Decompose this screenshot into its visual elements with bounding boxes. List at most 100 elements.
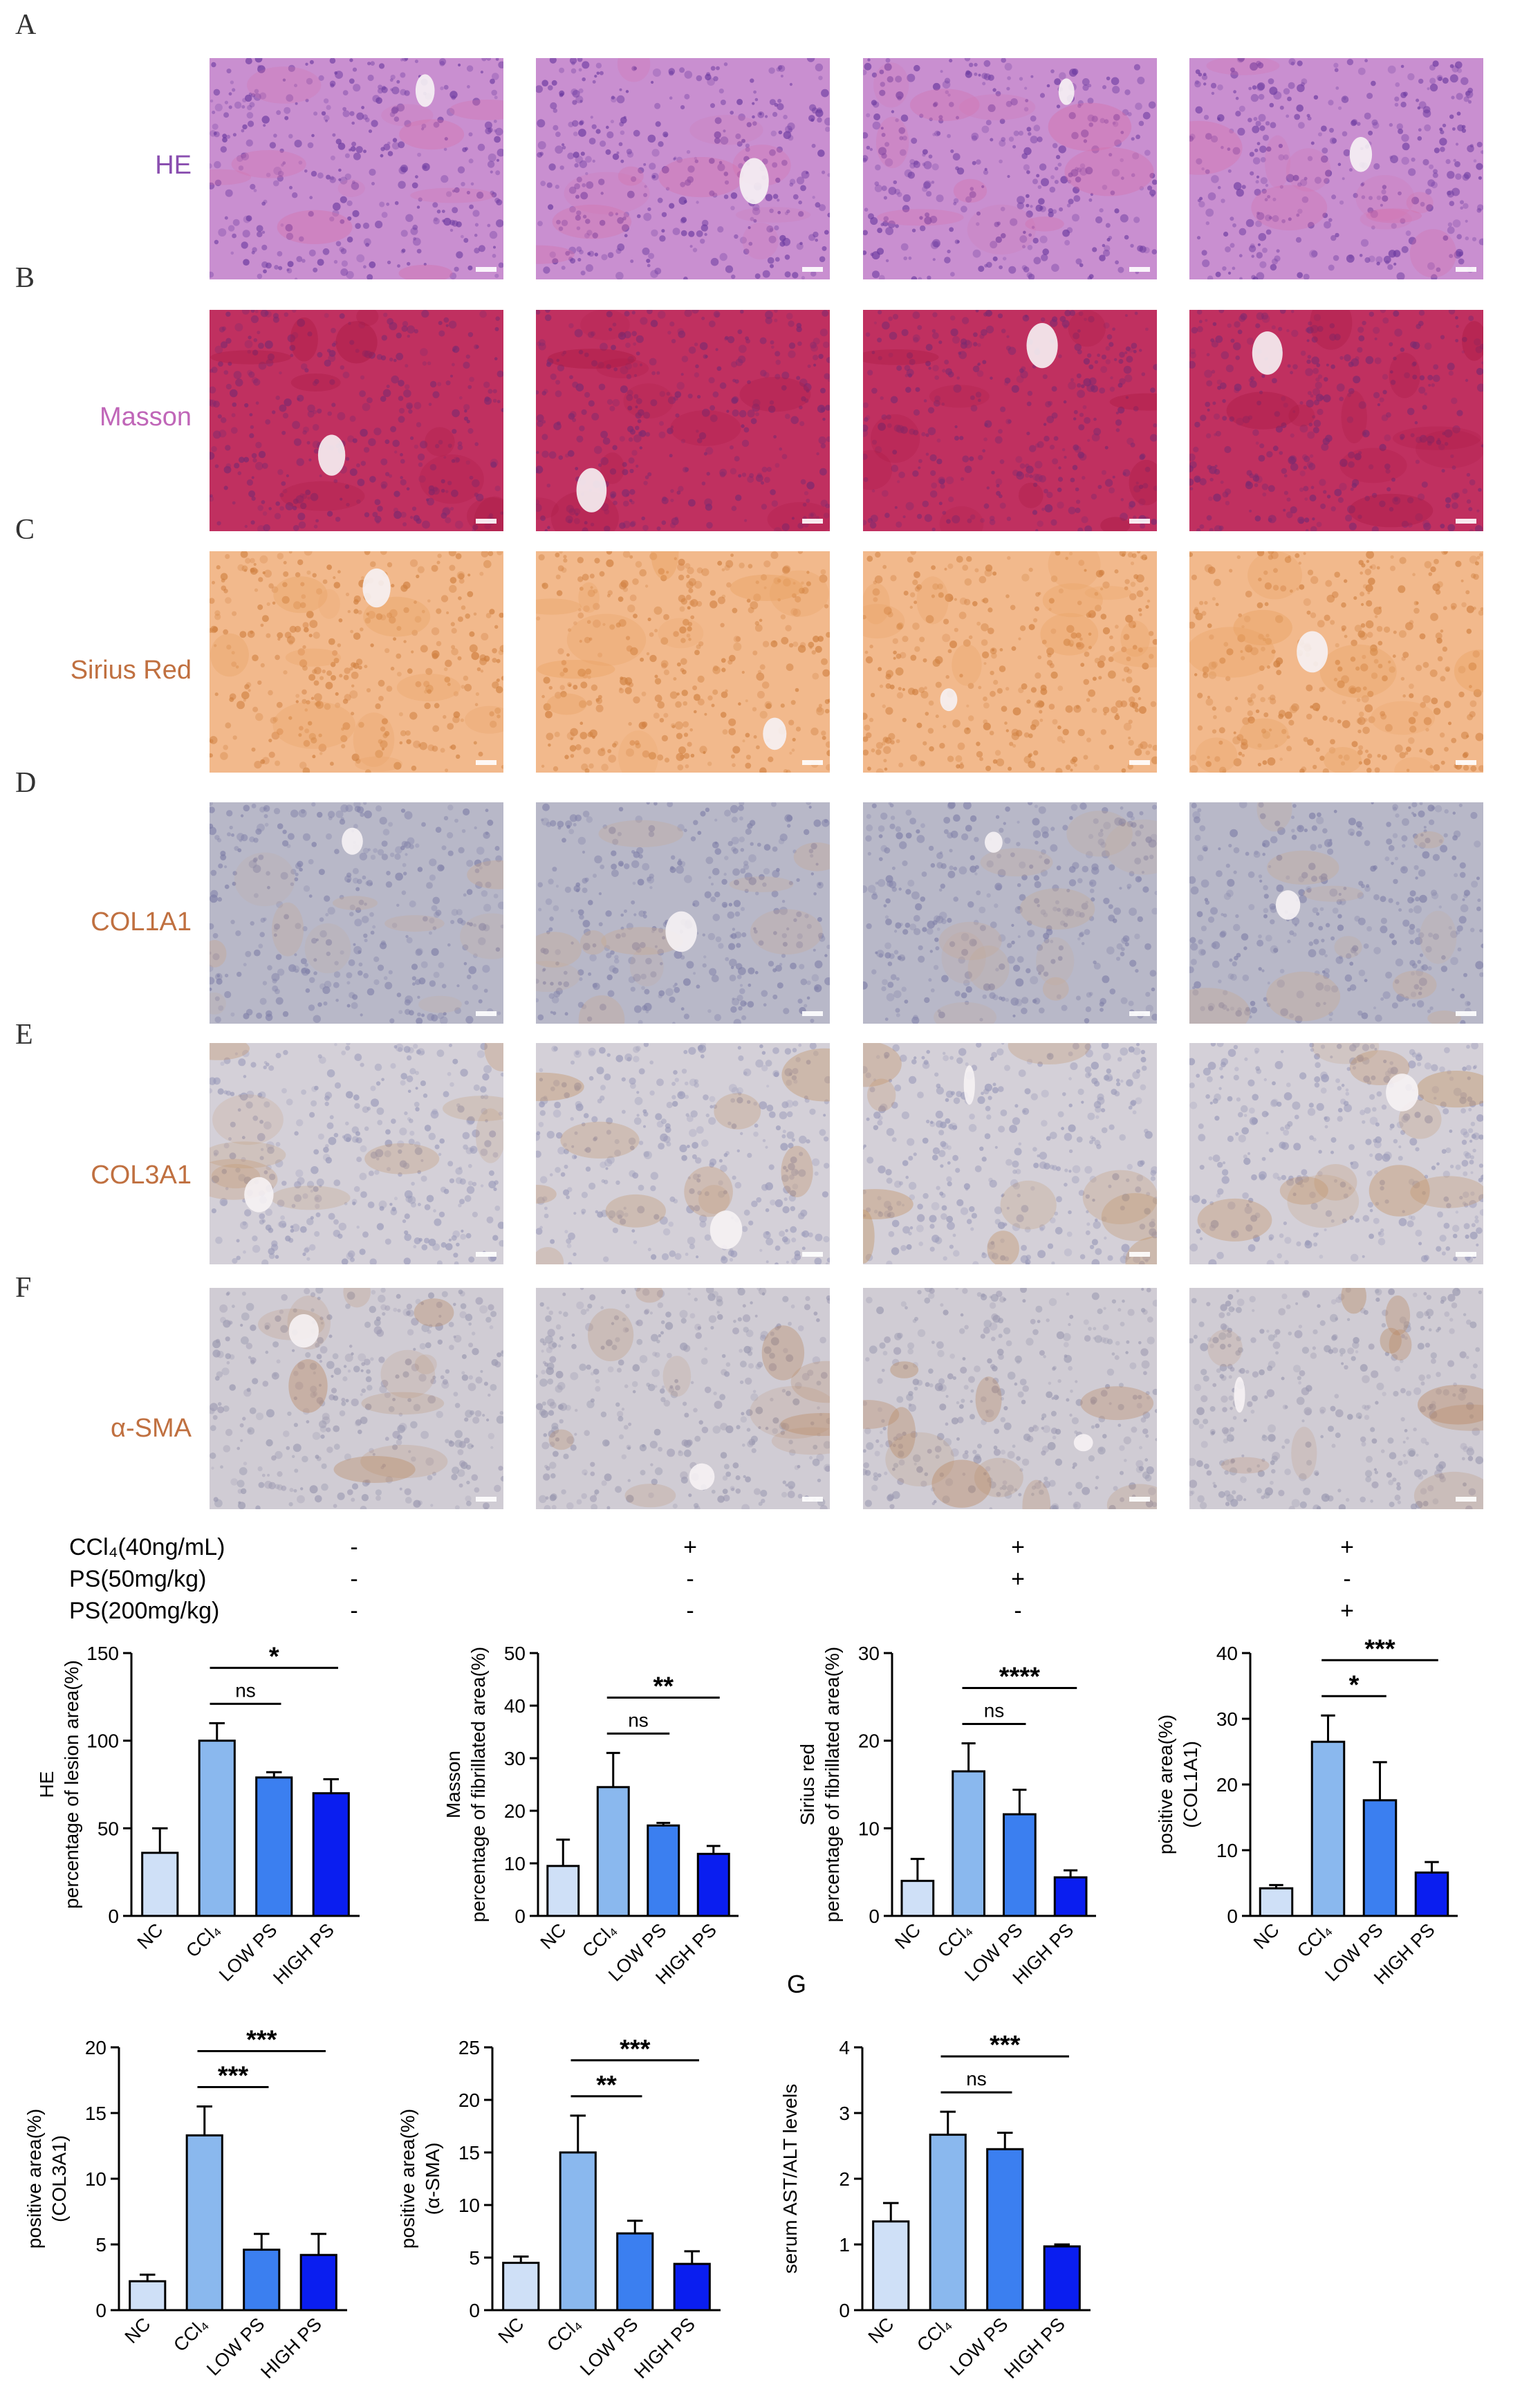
stain-label-masson: Masson — [99, 403, 192, 432]
condition-mark: + — [1340, 1598, 1354, 1624]
micrograph-sirius-red-4 — [1189, 551, 1483, 773]
bar-ccl- — [952, 1770, 985, 1917]
micrograph-he-4 — [1189, 58, 1483, 279]
y-tick-label: 20 — [1216, 1774, 1238, 1796]
x-tick-label: CCl₄ — [913, 2314, 955, 2356]
stain-label-asma: α-SMA — [111, 1414, 192, 1443]
y-tick-label: 3 — [839, 2103, 850, 2124]
bar-high-ps — [312, 1792, 350, 1917]
significance-label: *** — [246, 2026, 277, 2055]
y-tick-label: 10 — [458, 2195, 480, 2216]
significance-label: ** — [596, 2071, 617, 2100]
micrograph-col3a1-4 — [1189, 1043, 1483, 1264]
significance-label: * — [269, 1642, 279, 1671]
y-tick-label: 30 — [1216, 1708, 1238, 1730]
y-tick-label: 40 — [504, 1695, 526, 1717]
condition-mark: + — [1011, 1534, 1025, 1560]
condition-mark: + — [1011, 1566, 1025, 1592]
x-tick-label: HIGH PS — [1000, 2314, 1069, 2383]
y-tick-label: 2 — [839, 2168, 850, 2190]
micrograph-masson-2 — [536, 310, 830, 531]
y-tick-label: 10 — [85, 2168, 106, 2190]
micrograph--sma-2 — [536, 1288, 830, 1509]
micrograph-masson-3 — [863, 310, 1157, 531]
micrograph-col3a1-2 — [536, 1043, 830, 1264]
y-axis-label: Sirius red — [797, 1744, 818, 1825]
y-axis-label: positive area(%) — [397, 2109, 418, 2249]
condition-label-ps200: PS(200mg/kg) — [69, 1598, 220, 1624]
y-tick-label: 50 — [504, 1643, 526, 1664]
bar-low-ps — [616, 2232, 654, 2312]
panel-letter-b: B — [15, 262, 35, 294]
bar-low-ps — [1003, 1813, 1037, 1917]
y-tick-label: 0 — [869, 1906, 880, 1927]
y-tick-label: 20 — [85, 2037, 106, 2058]
significance-label: *** — [1364, 1634, 1395, 1663]
condition-mark: + — [1340, 1534, 1354, 1560]
y-tick-label: 0 — [108, 1906, 119, 1927]
y-tick-label: 15 — [85, 2103, 106, 2124]
stain-label-col3a1: COL3A1 — [91, 1161, 192, 1190]
bar-nc — [1259, 1887, 1294, 1917]
y-tick-label: 0 — [469, 2300, 480, 2321]
y-axis-label: serum AST/ALT levels — [779, 2084, 801, 2273]
x-tick-label: NC — [864, 2314, 898, 2348]
y-tick-label: 25 — [458, 2037, 480, 2058]
significance-label: ns — [984, 1699, 1005, 1721]
condition-mark: - — [1014, 1598, 1022, 1624]
micrograph-he-1 — [210, 58, 503, 279]
condition-mark: - — [350, 1534, 358, 1560]
condition-mark: + — [683, 1534, 697, 1560]
y-tick-label: 15 — [458, 2142, 480, 2164]
y-axis-label: percentage of fibrillated area(%) — [467, 1647, 489, 1922]
y-axis-label: positive area(%) — [1155, 1715, 1176, 1854]
significance-label: *** — [620, 2035, 651, 2064]
bar-low-ps — [986, 2148, 1024, 2312]
condition-mark: - — [350, 1598, 358, 1624]
micrograph-col3a1-3 — [863, 1043, 1157, 1264]
micrograph-sirius-red-1 — [210, 551, 503, 773]
panel-letter-d: D — [15, 767, 37, 799]
bar-high-ps — [1053, 1876, 1088, 1917]
y-axis-label: HE — [36, 1771, 57, 1798]
panel-letter-e: E — [15, 1019, 33, 1051]
y-tick-label: 5 — [469, 2247, 480, 2269]
micrograph-col1a1-2 — [536, 802, 830, 1024]
panel-letter-g: G — [787, 1970, 807, 1998]
y-tick-label: 20 — [458, 2090, 480, 2111]
micrograph-col1a1-4 — [1189, 802, 1483, 1024]
y-tick-label: 10 — [858, 1818, 880, 1839]
micrograph-sirius-red-3 — [863, 551, 1157, 773]
bar-nc — [502, 2262, 540, 2312]
y-tick-label: 10 — [504, 1853, 526, 1874]
bar-ccl- — [1310, 1740, 1346, 1917]
stain-label-he: HE — [155, 151, 192, 180]
significance-label: ** — [653, 1672, 674, 1701]
y-axis-label: Masson — [443, 1751, 464, 1818]
micrograph--sma-1 — [210, 1288, 503, 1509]
y-tick-label: 10 — [1216, 1840, 1238, 1861]
y-tick-label: 0 — [1227, 1906, 1238, 1927]
panel-letter-f: F — [15, 1272, 32, 1304]
panel-letter-a: A — [15, 9, 37, 41]
y-tick-label: 0 — [95, 2300, 106, 2321]
stain-label-col1a1: COL1A1 — [91, 907, 192, 937]
bar-high-ps — [696, 1852, 730, 1917]
condition-label-ps50: PS(50mg/kg) — [69, 1566, 207, 1592]
condition-mark: - — [350, 1566, 358, 1592]
bar-low-ps — [255, 1776, 293, 1917]
micrograph-col1a1-1 — [210, 802, 503, 1024]
y-tick-label: 5 — [95, 2234, 106, 2256]
panel-letter-c: C — [15, 514, 35, 546]
micrograph-col3a1-1 — [210, 1043, 503, 1264]
y-tick-label: 100 — [86, 1731, 119, 1752]
y-tick-label: 1 — [839, 2234, 850, 2256]
y-axis-label: percentage of fibrillated area(%) — [822, 1647, 843, 1922]
significance-label: **** — [999, 1662, 1040, 1691]
